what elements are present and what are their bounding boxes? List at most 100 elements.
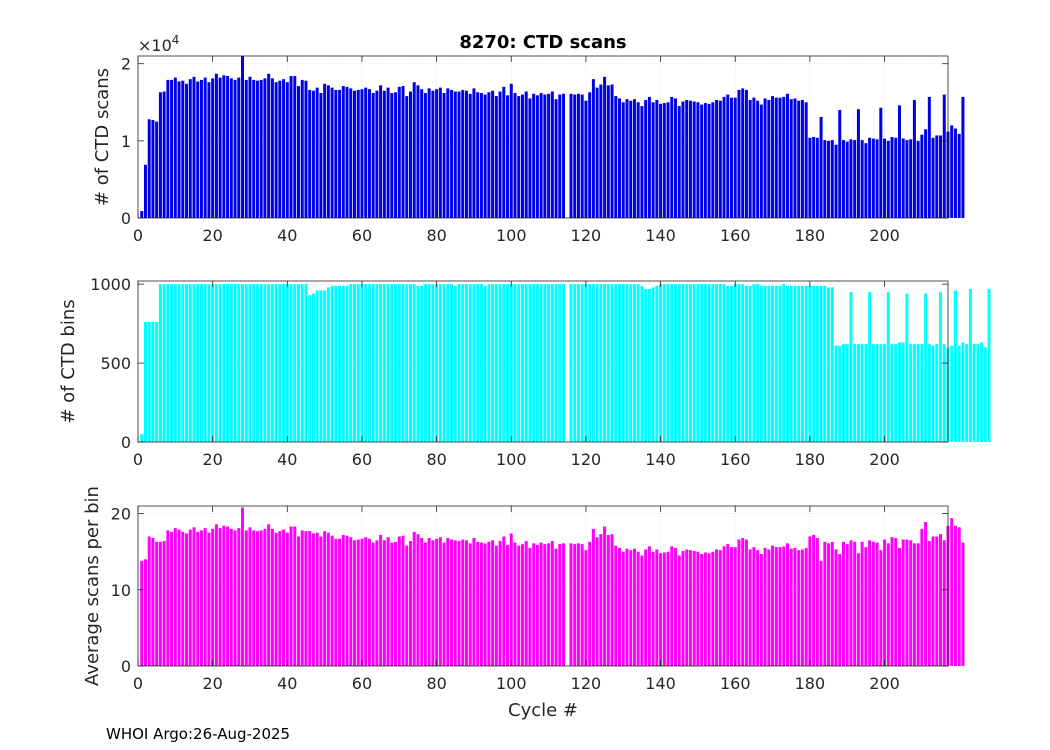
bar-average (181, 531, 185, 666)
bar-scans (379, 85, 383, 218)
bar-average (188, 529, 192, 666)
bar-average (438, 537, 442, 666)
bar-bins (267, 284, 271, 442)
bar-bins (924, 293, 928, 442)
bar-bins (576, 284, 580, 442)
bar-scans (927, 96, 931, 218)
bar-bins (435, 284, 439, 442)
bar-bins (539, 284, 543, 442)
bar-scans (789, 99, 793, 218)
bar-average (524, 541, 528, 666)
bar-average (782, 546, 786, 666)
x-tick-label: 200 (869, 450, 900, 469)
bar-average (711, 551, 715, 666)
bar-bins (170, 284, 174, 442)
bar-average (621, 551, 625, 666)
bar-average (864, 547, 868, 666)
bar-average (487, 541, 491, 666)
bar-scans (158, 92, 162, 218)
bar-scans (711, 102, 715, 218)
bar-average (520, 544, 524, 666)
bar-scans (886, 140, 890, 218)
bar-average (285, 532, 289, 666)
bar-scans (797, 100, 801, 218)
bar-average (338, 538, 342, 666)
bar-scans (334, 89, 338, 218)
bar-scans (681, 101, 685, 218)
bar-scans (692, 101, 696, 218)
bar-bins (476, 284, 480, 442)
bar-bins (468, 284, 472, 442)
bar-bins (909, 344, 913, 442)
bar-scans (562, 93, 566, 218)
bar-bins (655, 285, 659, 442)
bar-average (924, 522, 928, 666)
bar-average (528, 547, 532, 666)
bar-average (334, 538, 338, 666)
bar-bins (815, 285, 819, 442)
bar-bins (804, 285, 808, 442)
bar-average (774, 547, 778, 666)
bar-average (953, 525, 957, 666)
x-tick-label: 100 (496, 674, 527, 693)
bar-scans (584, 100, 588, 218)
bar-average (659, 553, 663, 666)
bar-average (226, 526, 230, 666)
bar-scans (700, 104, 704, 218)
bar-average (293, 526, 297, 666)
bar-bins (573, 284, 577, 442)
bar-average (823, 541, 827, 666)
bar-average (371, 542, 375, 666)
bar-average (382, 540, 386, 666)
bar-average (927, 541, 931, 666)
bar-average (856, 553, 860, 666)
bar-average (875, 542, 879, 666)
bar-scans (442, 93, 446, 218)
bar-bins (629, 284, 633, 442)
bar-scans (233, 79, 237, 218)
bar-bins (278, 284, 282, 442)
bar-bins (535, 284, 539, 442)
bar-scans (166, 79, 170, 218)
chart-title: 8270: CTD scans (459, 32, 626, 53)
bar-bins (957, 345, 961, 442)
bar-bins (297, 284, 300, 442)
bar-bins (562, 284, 566, 442)
bar-bins (211, 284, 215, 442)
bar-bins (726, 285, 730, 442)
bar-bins (438, 284, 442, 442)
bar-scans (517, 96, 521, 218)
bar-bins (599, 284, 603, 442)
bar-scans (629, 100, 633, 218)
bar-bins (931, 345, 935, 442)
bar-scans (226, 76, 230, 218)
bar-bins (397, 284, 401, 442)
bar-bins (345, 285, 349, 442)
bar-bins (722, 284, 726, 442)
bar-scans (931, 137, 935, 218)
bar-average (196, 531, 200, 666)
bar-average (629, 550, 633, 666)
bar-average (591, 528, 595, 666)
bar-bins (487, 284, 491, 442)
bar-scans (211, 78, 215, 219)
bar-average (897, 547, 901, 666)
bar-average (640, 555, 644, 666)
bar-bins (222, 284, 226, 442)
bar-scans (901, 138, 905, 218)
bar-average (883, 539, 887, 666)
bar-average (543, 544, 547, 666)
bar-average (632, 548, 636, 666)
bar-bins (315, 290, 319, 442)
bar-average (767, 549, 771, 666)
bar-average (192, 527, 196, 666)
bar-scans (520, 94, 524, 218)
bar-scans (756, 100, 760, 218)
bar-scans (203, 77, 207, 218)
bar-scans (868, 137, 872, 218)
bar-scans (472, 88, 476, 219)
bar-average (666, 551, 670, 666)
bar-bins (155, 322, 159, 442)
bar-average (360, 538, 364, 666)
bar-scans (420, 89, 424, 218)
